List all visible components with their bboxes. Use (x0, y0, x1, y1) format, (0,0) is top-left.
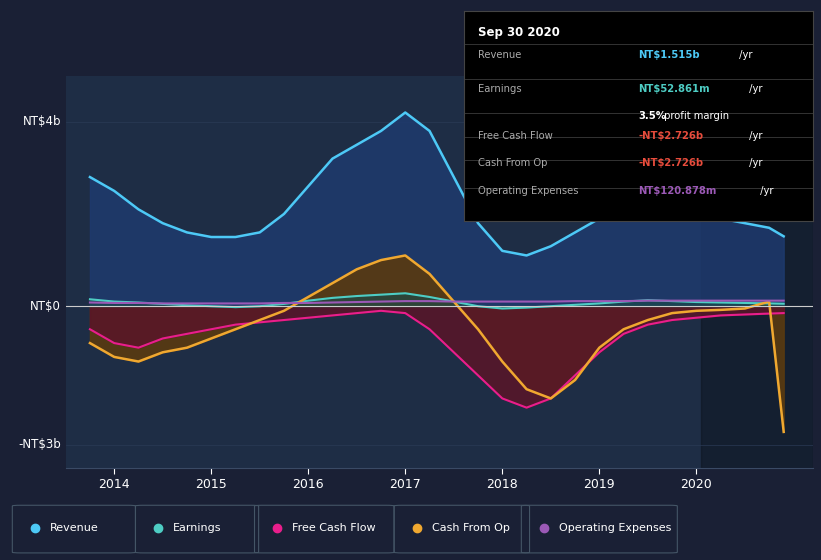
Text: Cash From Op: Cash From Op (432, 523, 510, 533)
Text: -NT$2.726b: -NT$2.726b (639, 131, 704, 141)
Text: Free Cash Flow: Free Cash Flow (478, 131, 553, 141)
Text: /yr: /yr (746, 158, 763, 168)
Text: Operating Expenses: Operating Expenses (559, 523, 672, 533)
Text: Revenue: Revenue (50, 523, 99, 533)
Text: NT$1.515b: NT$1.515b (639, 50, 700, 60)
Text: Operating Expenses: Operating Expenses (478, 185, 578, 195)
Text: /yr: /yr (736, 50, 752, 60)
Text: Sep 30 2020: Sep 30 2020 (478, 26, 560, 39)
Text: Earnings: Earnings (478, 83, 521, 94)
Text: Free Cash Flow: Free Cash Flow (292, 523, 376, 533)
Text: profit margin: profit margin (661, 111, 729, 121)
Text: /yr: /yr (757, 185, 774, 195)
Text: NT$120.878m: NT$120.878m (639, 185, 717, 195)
Text: -NT$2.726b: -NT$2.726b (639, 158, 704, 168)
Text: NT$0: NT$0 (30, 300, 62, 312)
Text: /yr: /yr (746, 131, 763, 141)
Bar (701, 76, 813, 468)
Text: Earnings: Earnings (173, 523, 222, 533)
Text: NT$52.861m: NT$52.861m (639, 83, 710, 94)
Text: 3.5%: 3.5% (639, 111, 666, 121)
Text: Cash From Op: Cash From Op (478, 158, 548, 168)
Text: -NT$3b: -NT$3b (18, 438, 62, 451)
Text: NT$4b: NT$4b (23, 115, 62, 128)
Text: /yr: /yr (746, 83, 763, 94)
Text: Revenue: Revenue (478, 50, 521, 60)
